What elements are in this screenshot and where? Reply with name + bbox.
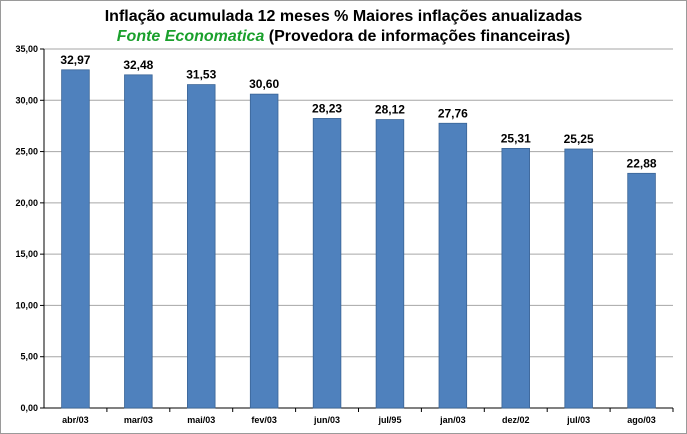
x-tick-label: jan/03 [439,415,466,425]
data-label: 32,48 [123,58,153,72]
bar [312,118,342,409]
y-tick-label: 5,00 [20,352,38,362]
chart-subtitle-rest: (Provedora de informações financeiras) [264,28,571,45]
data-label: 28,12 [375,103,405,117]
bar [438,122,468,409]
y-tick-label: 25,00 [15,147,38,157]
chart-title: Inflação acumulada 12 meses % Maiores in… [104,8,583,25]
bar [187,84,216,409]
data-label: 22,88 [627,156,657,170]
x-tick-label: fev/03 [251,415,277,425]
y-tick-label: 20,00 [15,198,38,208]
chart-subtitle-source: Fonte Economatica [116,28,265,45]
y-tick-label: 35,00 [15,44,38,54]
bar [124,74,153,409]
data-label: 25,25 [564,132,594,146]
x-tick-label: dez/02 [502,415,530,425]
x-tick-label: jul/95 [377,415,401,425]
x-tick-label: ago/03 [627,415,656,425]
data-label: 25,31 [501,131,531,145]
x-tick-label: abr/03 [62,415,89,425]
bar [61,69,90,409]
y-tick-label: 10,00 [15,300,38,310]
bar [627,172,656,409]
bar [249,93,279,409]
data-label: 31,53 [186,68,216,82]
bar [564,148,593,409]
data-label: 30,60 [249,77,279,91]
x-tick-label: jun/03 [313,415,340,425]
bars [61,69,656,409]
x-tick-label: mar/03 [124,415,153,425]
y-tick-label: 15,00 [15,249,38,259]
data-label: 28,23 [312,101,342,115]
chart-subtitle: Fonte Economatica (Provedora de informaç… [0,28,687,46]
y-tick-label: 0,00 [20,403,38,413]
x-tick-label: mai/03 [187,415,215,425]
labels: 0,00 5,00 10,00 15,00 20,00 25,00 30,00 35,00 32… [15,44,656,425]
bar [501,147,530,409]
y-tick-label: 30,00 [15,95,38,105]
data-label: 27,76 [438,106,468,120]
bar [375,119,405,409]
data-label: 32,97 [60,53,90,67]
x-tick-label: jul/03 [566,415,590,425]
